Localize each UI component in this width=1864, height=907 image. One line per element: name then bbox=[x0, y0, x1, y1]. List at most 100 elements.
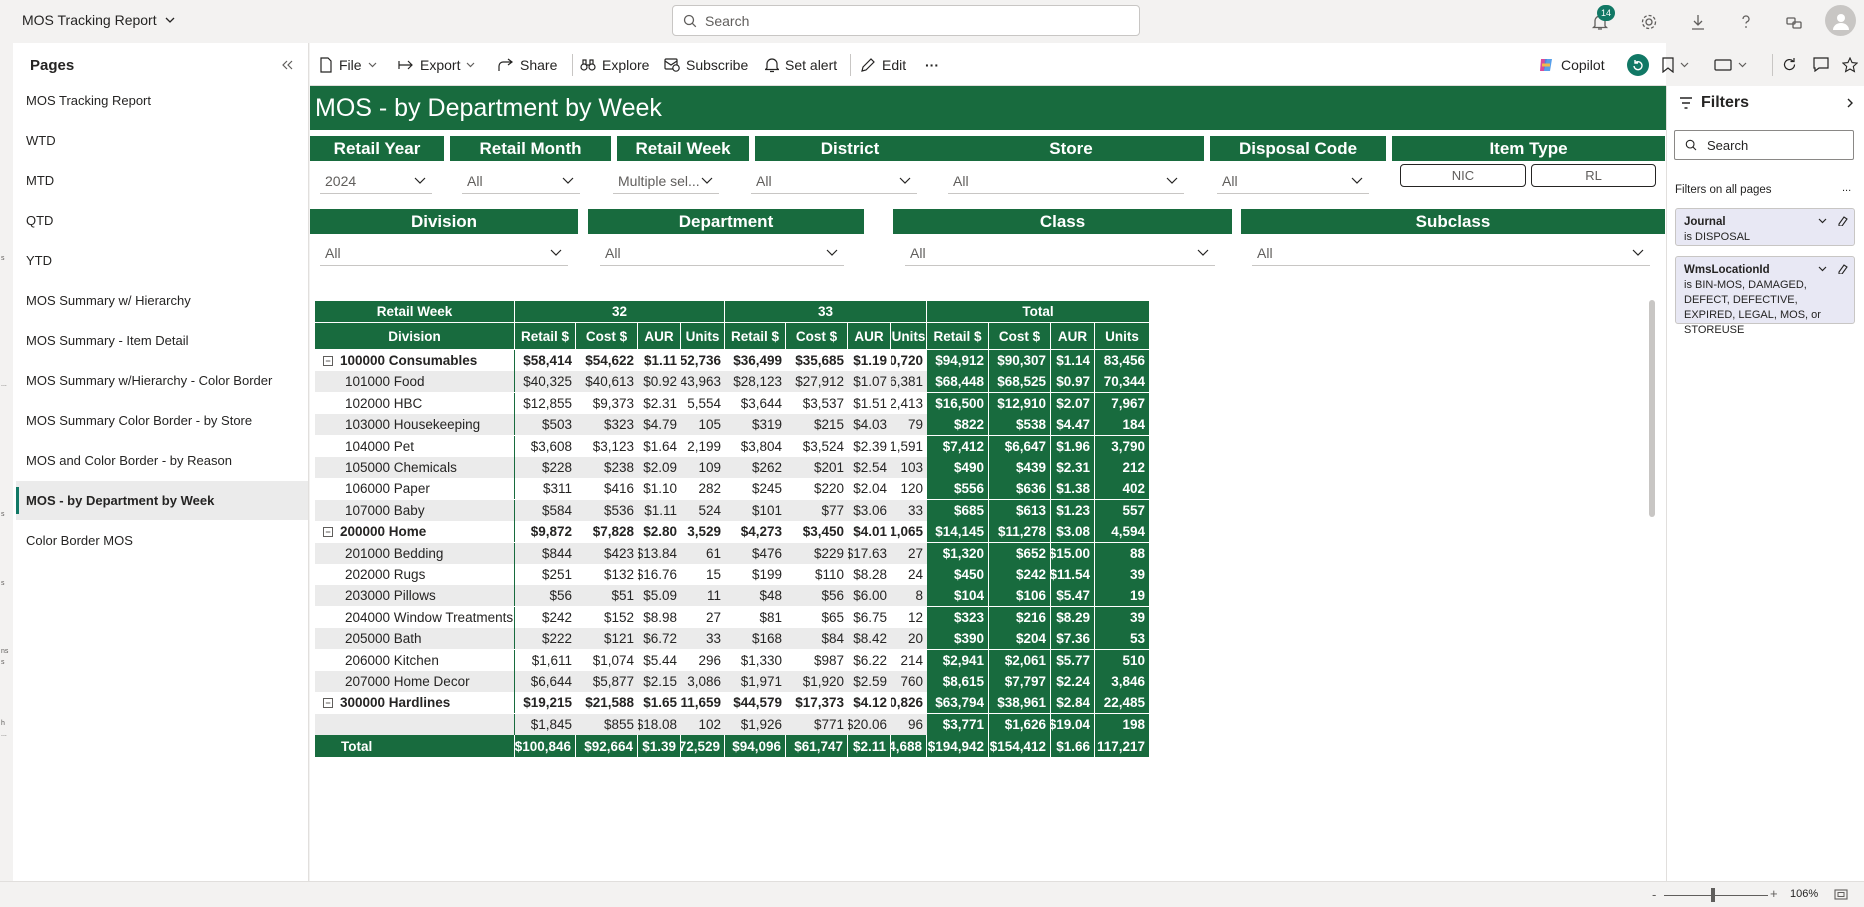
value-cell: $20.06 bbox=[848, 713, 891, 735]
collapse-filters-button[interactable] bbox=[1847, 98, 1855, 108]
row-label-text: 105000 Chemicals bbox=[345, 460, 457, 475]
total-cell: $613 bbox=[989, 499, 1051, 521]
vertical-scrollbar[interactable] bbox=[1649, 300, 1655, 517]
page-item-mtd[interactable]: MTD bbox=[26, 173, 55, 188]
total-cell: $3,771 bbox=[927, 713, 989, 735]
view-menu[interactable] bbox=[1714, 43, 1747, 86]
filter-card-wmslocationid[interactable]: WmsLocationId is BIN-MOS, DAMAGED, DEFEC… bbox=[1675, 256, 1855, 336]
item-type-tile-nic[interactable]: NIC bbox=[1400, 164, 1526, 187]
value-cell: $229 bbox=[786, 542, 848, 564]
total-value-cell: $94,096 bbox=[725, 735, 786, 758]
value-cell: $201 bbox=[786, 457, 848, 478]
avatar[interactable] bbox=[1825, 5, 1856, 36]
row-label: 107000 Baby bbox=[315, 499, 515, 521]
row-label: 204000 Window Treatments bbox=[315, 606, 515, 628]
row-label: 103000 Housekeeping bbox=[315, 414, 515, 436]
class-dropdown[interactable]: All bbox=[905, 240, 1215, 266]
file-menu[interactable]: File bbox=[319, 43, 377, 86]
notification-badge: 14 bbox=[1597, 5, 1615, 21]
value-cell: $16.76 bbox=[638, 567, 677, 582]
value-cell: $6.00 bbox=[848, 585, 891, 607]
page-item-wtd[interactable]: WTD bbox=[26, 133, 56, 148]
zoom-slider-thumb[interactable] bbox=[1711, 888, 1715, 902]
grand-total-cell: 117,217 bbox=[1095, 735, 1150, 758]
total-cell: $2.07 bbox=[1051, 392, 1095, 414]
page-item-summary-color-border-store[interactable]: MOS Summary Color Border - by Store bbox=[26, 413, 253, 428]
feedback-icon[interactable] bbox=[1782, 10, 1806, 34]
page-item-color-border-mos[interactable]: Color Border MOS bbox=[26, 533, 133, 548]
refresh-visuals-button[interactable] bbox=[1627, 43, 1649, 86]
share-button[interactable]: Share bbox=[498, 43, 557, 86]
filter-card-journal[interactable]: Journal is DISPOSAL bbox=[1675, 208, 1855, 246]
value-cell: $9,373 bbox=[592, 395, 634, 411]
value-cell: 43,963 bbox=[681, 371, 725, 393]
matrix-header-row: Division Retail $ Cost $ AUR Units Retail $ Co… bbox=[315, 323, 1305, 349]
total-cell: 184 bbox=[1095, 414, 1150, 436]
subclass-dropdown[interactable]: All bbox=[1252, 240, 1650, 266]
measure-header: Units bbox=[891, 323, 927, 349]
bookmark-menu[interactable] bbox=[1662, 43, 1689, 86]
collapse-row-icon[interactable]: − bbox=[323, 355, 333, 366]
zoom-in-button[interactable]: + bbox=[1770, 886, 1778, 901]
page-item-qtd[interactable]: QTD bbox=[26, 213, 54, 228]
total-cell: 88 bbox=[1095, 542, 1150, 564]
row-label: −100000 Consumables bbox=[315, 350, 515, 371]
store-dropdown[interactable]: All bbox=[948, 168, 1184, 194]
page-item-department-by-week[interactable]: MOS - by Department by Week bbox=[16, 481, 308, 520]
copilot-button[interactable]: Copilot bbox=[1537, 43, 1605, 86]
page-item-summary-hierarchy[interactable]: MOS Summary w/ Hierarchy bbox=[26, 293, 191, 308]
collapse-row-icon[interactable]: − bbox=[323, 526, 333, 537]
collapse-pages-button[interactable] bbox=[277, 55, 297, 75]
value-cell: $4.03 bbox=[848, 414, 891, 436]
gear-icon[interactable] bbox=[1637, 10, 1661, 34]
division-dropdown[interactable]: All bbox=[320, 240, 568, 266]
search-input[interactable]: Search bbox=[672, 5, 1140, 36]
favorite-button[interactable] bbox=[1842, 43, 1858, 86]
export-menu[interactable]: Export bbox=[398, 43, 475, 86]
total-cell: $11,278 bbox=[989, 521, 1051, 543]
disposal-code-dropdown[interactable]: All bbox=[1217, 168, 1369, 194]
table-row: 103000 Housekeeping $503 $323 $4.79 105 $319 $… bbox=[315, 414, 1305, 436]
app-title-menu[interactable]: MOS Tracking Report bbox=[22, 12, 175, 28]
total-cell: $2.84 bbox=[1051, 692, 1095, 714]
item-type-tile-rl[interactable]: RL bbox=[1531, 164, 1656, 187]
district-dropdown[interactable]: All bbox=[751, 168, 917, 194]
help-icon[interactable] bbox=[1734, 10, 1758, 34]
filters-more-button[interactable]: ... bbox=[1842, 182, 1852, 194]
dropdown-value: All bbox=[467, 172, 483, 189]
zoom-out-button[interactable]: - bbox=[1652, 887, 1657, 902]
total-cell: $106 bbox=[989, 585, 1051, 607]
page-item-summary-hierarchy-color-border[interactable]: MOS Summary w/Hierarchy - Color Border bbox=[26, 373, 273, 388]
filters-search-input[interactable]: Search bbox=[1674, 130, 1854, 160]
page-item-summary-item-detail[interactable]: MOS Summary - Item Detail bbox=[26, 333, 189, 348]
column-group-header: 33 bbox=[725, 301, 927, 322]
set-alert-button[interactable]: Set alert bbox=[765, 43, 837, 86]
total-cell: 3,846 bbox=[1095, 671, 1150, 692]
dropdown-value: All bbox=[953, 172, 969, 189]
zoom-slider-track[interactable] bbox=[1664, 895, 1768, 896]
row-label-text: 202000 Rugs bbox=[345, 567, 426, 582]
subscribe-button[interactable]: Subscribe bbox=[664, 43, 748, 86]
retail-week-dropdown[interactable]: Multiple sel... bbox=[613, 168, 719, 194]
edit-button[interactable]: Edit bbox=[860, 43, 906, 86]
value-cell: $1.11 bbox=[638, 499, 681, 521]
explore-button[interactable]: Explore bbox=[580, 43, 649, 86]
page-item-mos-tracking-report[interactable]: MOS Tracking Report bbox=[26, 93, 151, 108]
value-cell: 2,199 bbox=[687, 438, 721, 454]
refresh-button[interactable] bbox=[1782, 43, 1797, 86]
more-options-button[interactable]: ··· bbox=[925, 56, 939, 73]
download-icon[interactable] bbox=[1686, 10, 1710, 34]
page-item-color-border-reason[interactable]: MOS and Color Border - by Reason bbox=[26, 453, 232, 468]
report-canvas: MOS - by Department by Week Retail Year … bbox=[310, 86, 1666, 881]
total-value-cell: $2.11 bbox=[848, 735, 891, 758]
department-dropdown[interactable]: All bbox=[600, 240, 844, 266]
value-cell: $13.84 bbox=[638, 542, 681, 564]
collapse-row-icon[interactable]: − bbox=[323, 697, 333, 708]
chevron-down-icon bbox=[414, 177, 426, 184]
retail-year-dropdown[interactable]: 2024 bbox=[320, 168, 432, 194]
page-item-ytd[interactable]: YTD bbox=[26, 253, 52, 268]
total-cell: 7,967 bbox=[1095, 392, 1150, 414]
comments-button[interactable] bbox=[1813, 43, 1829, 86]
value-cell: $5,877 bbox=[576, 671, 638, 692]
retail-month-dropdown[interactable]: All bbox=[462, 168, 580, 194]
